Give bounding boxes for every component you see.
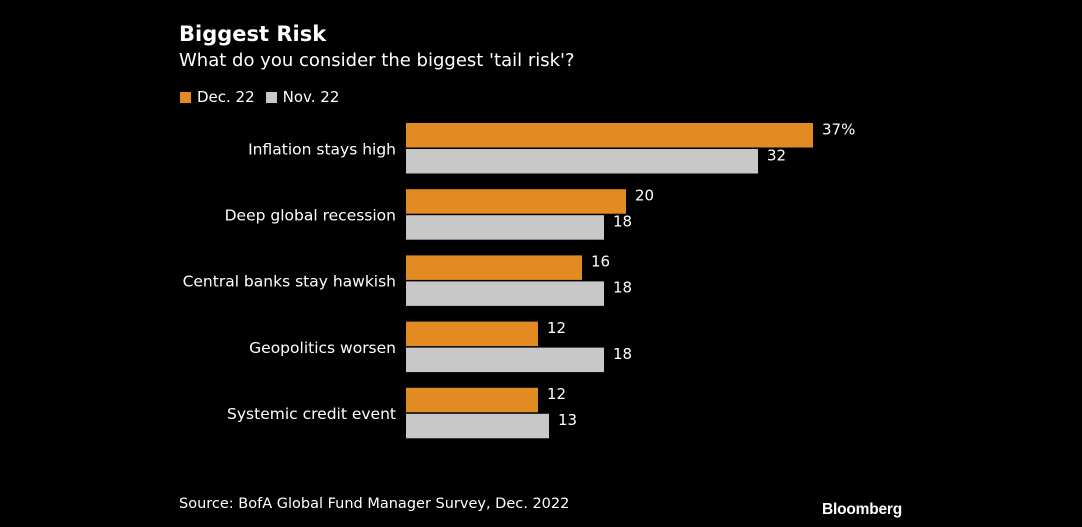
chart-title: Biggest Risk xyxy=(179,22,327,46)
value-label-nov-22-central-banks-stay-hawkish: 18 xyxy=(613,279,632,297)
value-label-dec-22-central-banks-stay-hawkish: 16 xyxy=(591,253,610,271)
category-label-geopolitics-worsen: Geopolitics worsen xyxy=(249,339,396,357)
bar-dec-22-deep-global-recession xyxy=(406,189,626,214)
bar-dec-22-central-banks-stay-hawkish xyxy=(406,255,582,280)
value-label-dec-22-geopolitics-worsen: 12 xyxy=(547,319,566,337)
legend-label-dec-22: Dec. 22 xyxy=(197,88,255,106)
legend-swatch-nov-22 xyxy=(265,91,277,103)
bloomberg-logo: Bloomberg xyxy=(821,501,902,518)
legend-item-nov-22: Nov. 22 xyxy=(265,88,340,106)
legend-item-dec-22: Dec. 22 xyxy=(180,88,255,106)
category-label-deep-global-recession: Deep global recession xyxy=(225,206,396,224)
bar-nov-22-deep-global-recession xyxy=(406,215,604,240)
legend-swatch-dec-22 xyxy=(180,91,191,103)
bar-nov-22-central-banks-stay-hawkish xyxy=(406,281,604,306)
bar-dec-22-geopolitics-worsen xyxy=(406,321,538,347)
value-label-nov-22-deep-global-recession: 18 xyxy=(613,212,632,230)
category-label-inflation-stays-high: Inflation stays high xyxy=(248,140,396,158)
chart-subtitle: What do you consider the biggest 'tail r… xyxy=(179,50,575,71)
value-label-nov-22-systemic-credit-event: 13 xyxy=(558,411,577,429)
value-label-dec-22-inflation-stays-high: 37% xyxy=(822,120,855,138)
bar-nov-22-inflation-stays-high xyxy=(406,149,758,174)
value-label-nov-22-geopolitics-worsen: 18 xyxy=(613,345,632,363)
bar-nov-22-systemic-credit-event xyxy=(406,413,549,439)
bar-dec-22-inflation-stays-high xyxy=(406,123,813,148)
legend-label-nov-22: Nov. 22 xyxy=(282,88,340,106)
value-label-nov-22-inflation-stays-high: 32 xyxy=(767,146,786,164)
value-label-dec-22-systemic-credit-event: 12 xyxy=(547,385,566,403)
legend: Dec. 22 Nov. 22 xyxy=(180,88,350,106)
bar-nov-22-geopolitics-worsen xyxy=(406,347,604,373)
category-label-systemic-credit-event: Systemic credit event xyxy=(227,405,396,423)
value-label-dec-22-deep-global-recession: 20 xyxy=(635,186,654,204)
source-note: Source: BofA Global Fund Manager Survey,… xyxy=(179,496,570,512)
bar-dec-22-systemic-credit-event xyxy=(406,387,538,413)
category-label-central-banks-stay-hawkish: Central banks stay hawkish xyxy=(183,273,396,291)
